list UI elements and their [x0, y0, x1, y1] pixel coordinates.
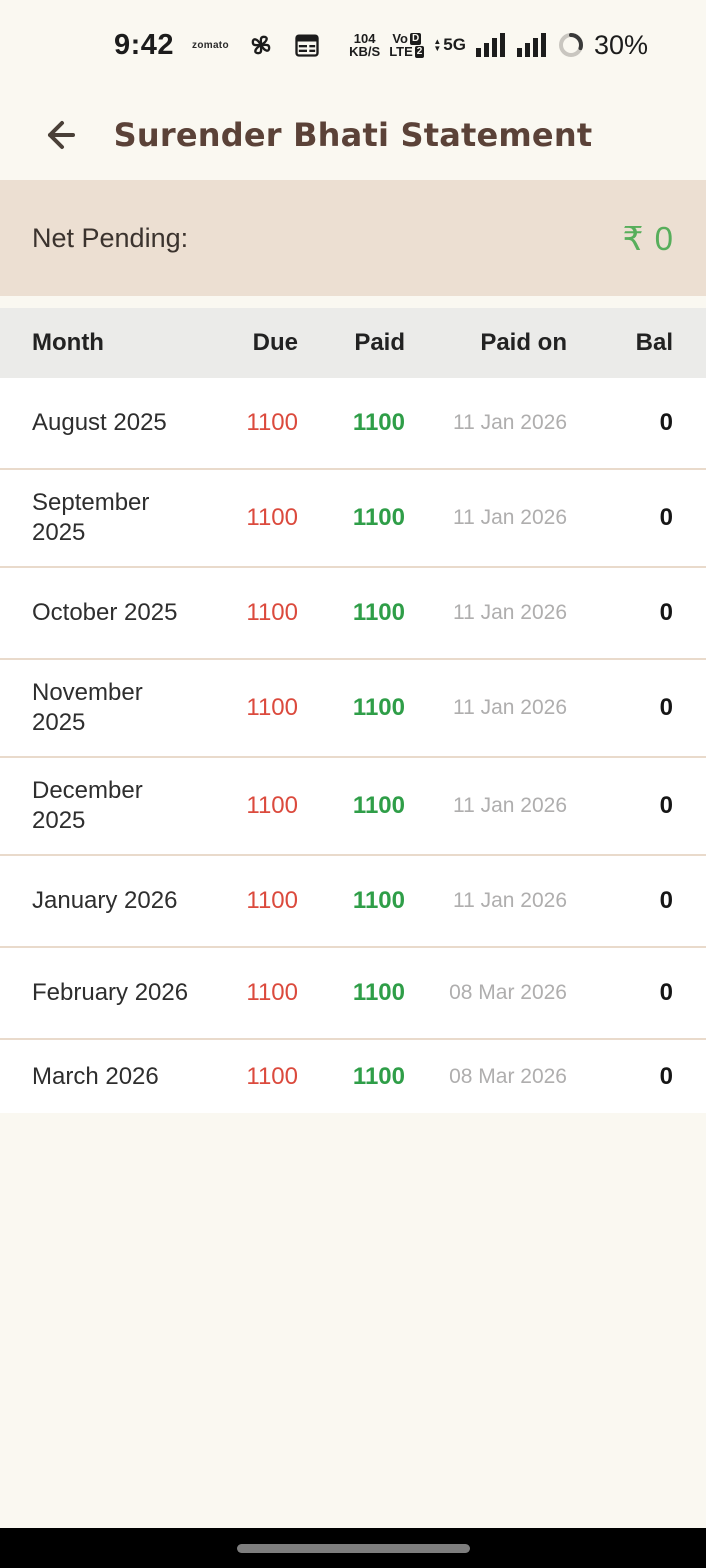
- column-header-bal: Bal: [635, 329, 673, 356]
- cell-paid-on: 08 Mar 2026: [449, 981, 567, 1004]
- battery-percent: 30%: [593, 29, 648, 60]
- home-indicator[interactable]: [236, 1543, 470, 1553]
- table-row[interactable]: August 2025 1100 1100 11 Jan 2026 0: [0, 378, 706, 470]
- cell-bal: 0: [659, 979, 673, 1006]
- table-row[interactable]: January 2026 1100 1100 11 Jan 2026 0: [0, 856, 706, 948]
- cell-paid: 1100: [352, 409, 405, 436]
- cell-bal: 0: [659, 409, 673, 436]
- net-pending-amount: ₹ 0: [622, 219, 674, 257]
- cell-paid-on: 08 Mar 2026: [449, 1064, 567, 1088]
- cell-paid-on: 11 Jan 2026: [452, 411, 567, 434]
- cell-due: 1100: [246, 887, 298, 914]
- column-header-paid: Paid: [354, 329, 405, 356]
- network-speed: 104 KB/S: [349, 32, 380, 58]
- cell-month: February 2026: [32, 979, 189, 1006]
- statement-table: Month Due Paid Paid on Bal August 2025 1…: [0, 308, 706, 1113]
- column-header-due: Due: [252, 329, 298, 356]
- cell-bal: 0: [659, 694, 673, 721]
- back-button[interactable]: [36, 113, 80, 157]
- status-bar-right: 104 KB/S Vo D LTE 2 ▲ ▼ 5G: [349, 0, 648, 90]
- cell-due: 1100: [246, 504, 298, 531]
- cell-due: 1100: [246, 1062, 298, 1090]
- cell-due: 1100: [246, 599, 298, 626]
- cell-month: August 2025: [32, 409, 167, 436]
- cell-paid: 1100: [352, 599, 405, 626]
- table-row[interactable]: October 2025 1100 1100 11 Jan 2026 0: [0, 568, 706, 660]
- table-row[interactable]: February 2026 1100 1100 08 Mar 2026 0: [0, 948, 706, 1040]
- signal-bars-icon-sim1: [475, 32, 507, 58]
- fan-icon: [247, 31, 275, 59]
- page-title: Surender Bhati Statement: [113, 116, 593, 154]
- table-header-row: Month Due Paid Paid on Bal: [0, 308, 706, 378]
- app-header: Surender Bhati Statement: [0, 90, 706, 180]
- net-pending-label: Net Pending:: [32, 222, 189, 253]
- cell-due: 1100: [246, 792, 298, 819]
- network-type-indicator: ▲ ▼ 5G: [433, 35, 466, 55]
- volte-label-bottom: LTE: [389, 44, 413, 59]
- network-type-label: 5G: [443, 35, 466, 54]
- network-speed-value: 104: [353, 31, 376, 46]
- table-row[interactable]: March 2026 1100 1100 08 Mar 2026 0: [0, 1040, 706, 1113]
- cell-month: September 2025: [32, 489, 150, 546]
- cell-due: 1100: [246, 694, 298, 721]
- clock: 9:42: [114, 28, 175, 61]
- cell-paid: 1100: [352, 887, 405, 914]
- network-speed-unit: KB/S: [349, 44, 381, 59]
- cell-bal: 0: [659, 504, 673, 531]
- cell-paid-on: 11 Jan 2026: [452, 696, 567, 719]
- cell-paid-on: 11 Jan 2026: [452, 889, 567, 912]
- zomato-notification-icon: zomato: [192, 39, 229, 51]
- status-bar: 9:42 zomato: [0, 0, 706, 90]
- cell-paid: 1100: [352, 694, 405, 721]
- net-pending-band: Net Pending: ₹ 0: [0, 180, 706, 296]
- table-row[interactable]: September 2025 1100 1100 11 Jan 2026 0: [0, 470, 706, 568]
- volte-indicator: Vo D LTE 2: [389, 31, 425, 59]
- cell-paid: 1100: [352, 792, 405, 819]
- cell-paid-on: 11 Jan 2026: [452, 506, 567, 529]
- cell-month: December 2025: [32, 777, 143, 834]
- cell-paid: 1100: [352, 979, 405, 1006]
- cell-month: October 2025: [32, 599, 178, 626]
- signal-bars-icon-sim2: [516, 32, 548, 58]
- cell-bal: 0: [659, 792, 673, 819]
- back-arrow-icon: [38, 115, 78, 155]
- cell-bal: 0: [659, 599, 673, 626]
- cell-bal: 0: [659, 887, 673, 914]
- cell-paid-on: 11 Jan 2026: [452, 601, 567, 624]
- cell-paid-on: 11 Jan 2026: [452, 794, 567, 817]
- volte-badge-d: D: [409, 32, 422, 45]
- status-bar-left: 9:42 zomato: [114, 0, 321, 90]
- cell-bal: 0: [659, 1062, 673, 1090]
- cell-month: November 2025: [32, 679, 143, 736]
- calendar-icon: [293, 31, 321, 59]
- data-arrows-icon: ▲ ▼: [433, 37, 442, 53]
- cell-due: 1100: [246, 979, 298, 1006]
- column-header-paid-on: Paid on: [480, 329, 567, 356]
- battery-ring-icon: [557, 31, 585, 59]
- table-row[interactable]: November 2025 1100 1100 11 Jan 2026 0: [0, 660, 706, 758]
- cell-due: 1100: [246, 409, 298, 436]
- cell-paid: 1100: [352, 504, 405, 531]
- cell-month: March 2026: [32, 1062, 159, 1090]
- volte-label-top: Vo: [392, 31, 408, 46]
- column-header-month: Month: [32, 329, 104, 356]
- cell-paid: 1100: [352, 1062, 405, 1090]
- cell-month: January 2026: [32, 887, 178, 914]
- table-row[interactable]: December 2025 1100 1100 11 Jan 2026 0: [0, 758, 706, 856]
- system-navigation-bar: [0, 1528, 706, 1568]
- sim2-badge: 2: [414, 45, 425, 58]
